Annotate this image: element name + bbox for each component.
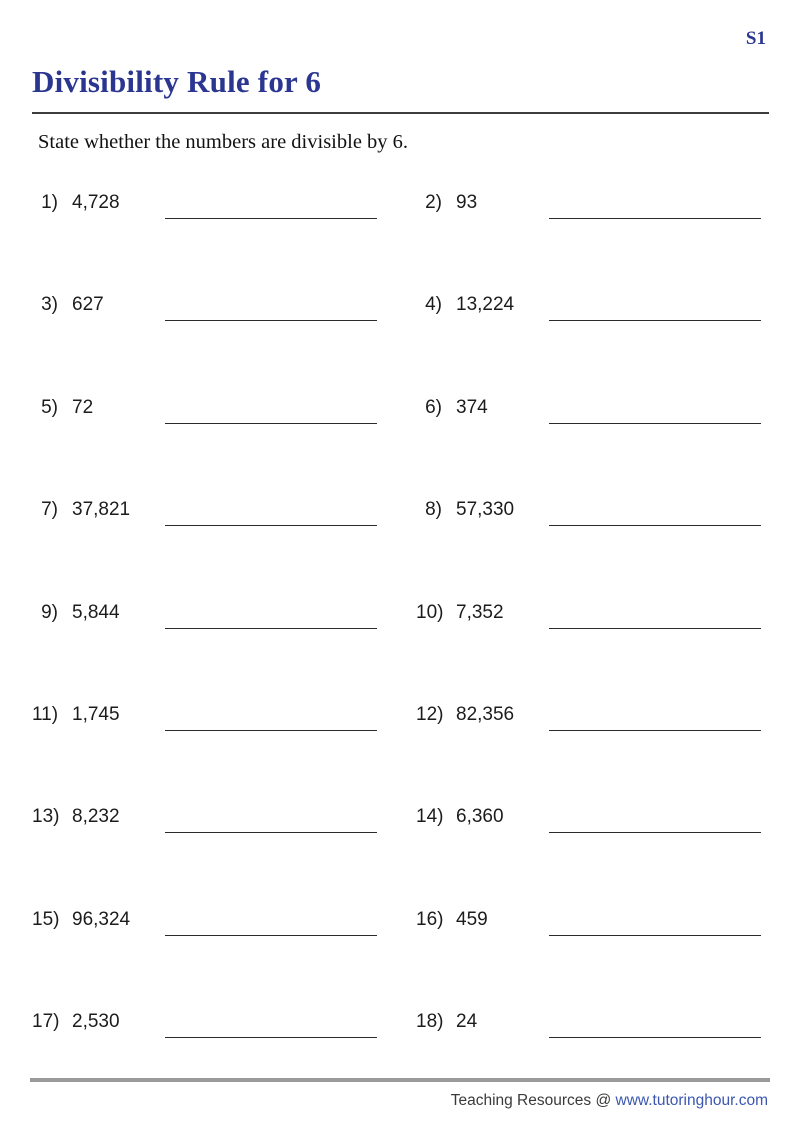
problem-item-8: 8) 57,330 [416,487,769,589]
answer-blank [165,525,377,527]
answer-blank [549,627,761,629]
problem-number: 15) [32,908,60,930]
title-divider [32,112,769,114]
problem-item-13: 13) 8,232 [32,794,416,896]
problem-item-16: 16) 459 [416,897,769,999]
problem-value: 57,330 [456,499,515,521]
answer-blank [549,832,761,834]
problems-grid: 1) 4,728 2) 93 3) 627 4) 13,224 5) 72 6)… [32,180,769,1102]
problem-number: 4) [425,294,442,316]
footer-credit: Teaching Resources @ www.tutoringhour.co… [451,1092,768,1110]
problem-number: 18) [416,1011,444,1033]
problem-value: 37,821 [72,499,131,521]
problem-value: 374 [456,396,488,418]
answer-blank [549,934,761,936]
answer-blank [165,320,377,322]
problem-item-6: 6) 374 [416,385,769,487]
answer-blank [549,218,761,219]
problem-value: 4,728 [72,192,120,213]
problem-number: 17) [32,1011,60,1033]
problem-value: 1,745 [72,703,120,725]
problem-item-15: 15) 96,324 [32,897,416,999]
version-label: S1 [745,28,766,49]
problem-value: 82,356 [456,703,515,725]
problem-number: 3) [41,294,58,316]
problem-value: 24 [456,1011,478,1033]
problem-value: 459 [456,908,488,930]
problem-value: 2,530 [72,1011,120,1033]
problem-number: 7) [41,499,58,521]
problem-value: 6,360 [456,806,504,828]
footer-credit-text: Teaching Resources @ [450,1092,616,1109]
problem-value: 96,324 [72,908,131,930]
problem-item-10: 10) 7,352 [416,590,769,692]
problem-number: 13) [32,806,60,828]
problem-value: 8,232 [72,806,120,828]
page-title: Divisibility Rule for 6 [32,64,322,99]
problem-number: 14) [416,806,444,828]
answer-blank [549,1037,761,1039]
problem-item-5: 5) 72 [32,385,416,487]
problem-value: 7,352 [456,601,504,623]
problem-value: 72 [72,396,94,418]
footer-divider [30,1078,770,1082]
problem-item-9: 9) 5,844 [32,590,416,692]
answer-blank [165,218,377,219]
problem-number: 8) [425,499,442,521]
problem-item-7: 7) 37,821 [32,487,416,589]
answer-blank [165,422,377,424]
site-link[interactable]: www.tutoringhour.com [615,1092,769,1109]
answer-blank [165,729,377,731]
problem-item-18: 18) 24 [416,999,769,1101]
problem-item-3: 3) 627 [32,282,416,384]
instruction-text: State whether the numbers are divisible … [38,131,409,153]
problem-item-17: 17) 2,530 [32,999,416,1101]
problem-value: 13,224 [456,294,515,316]
answer-blank [165,934,377,936]
problem-number: 11) [32,703,59,725]
problem-number: 5) [41,396,58,418]
problem-number: 9) [41,601,58,623]
problem-number: 1) [41,192,58,213]
problem-item-14: 14) 6,360 [416,794,769,896]
problem-value: 93 [456,192,478,213]
problem-item-12: 12) 82,356 [416,692,769,794]
answer-blank [165,627,377,629]
problem-item-11: 11) 1,745 [32,692,416,794]
problem-item-1: 1) 4,728 [32,180,416,282]
problem-value: 5,844 [72,601,120,623]
answer-blank [549,422,761,424]
answer-blank [165,1037,377,1039]
answer-blank [549,729,761,731]
answer-blank [549,320,761,322]
problem-item-2: 2) 93 [416,180,769,282]
problem-number: 16) [416,908,444,930]
problem-number: 10) [416,601,444,623]
problem-number: 12) [416,703,444,725]
answer-blank [165,832,377,834]
problem-number: 6) [425,396,442,418]
problem-item-4: 4) 13,224 [416,282,769,384]
problem-value: 627 [72,294,104,316]
answer-blank [549,525,761,527]
problem-number: 2) [425,192,442,213]
